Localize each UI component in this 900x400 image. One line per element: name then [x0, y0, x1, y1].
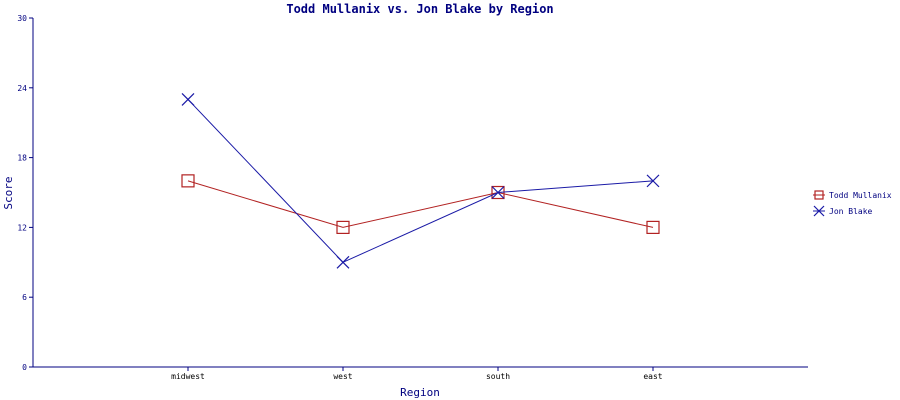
chart-title: Todd Mullanix vs. Jon Blake by Region — [286, 2, 553, 16]
data-point — [491, 186, 505, 199]
y-axis-label: Score — [2, 176, 15, 209]
legend-marker — [814, 190, 824, 200]
data-point — [336, 220, 350, 234]
x-axis-label: Region — [400, 386, 440, 399]
legend: Todd Mullanix Jon Blake — [813, 190, 892, 217]
y-tick-label: 12 — [17, 223, 27, 232]
legend-label: Todd Mullanix — [829, 191, 892, 200]
series-0 — [181, 174, 660, 234]
data-point — [181, 93, 195, 106]
series-line — [187, 180, 654, 228]
legend-item: Jon Blake — [813, 205, 873, 217]
series-1 — [181, 93, 660, 269]
y-tick-label: 18 — [17, 154, 27, 163]
series-line — [187, 99, 654, 263]
plot-area: 0 6 12 18 24 30 midwest west south east — [17, 14, 808, 381]
x-tick-label: west — [333, 372, 352, 381]
legend-marker — [813, 205, 825, 217]
x-tick-label: midwest — [171, 372, 205, 381]
legend-item: Todd Mullanix — [813, 190, 892, 200]
legend-label: Jon Blake — [829, 207, 873, 216]
data-point — [646, 174, 660, 188]
y-tick-label: 30 — [17, 14, 27, 23]
x-tick-label: south — [486, 372, 510, 381]
series-layer — [181, 93, 660, 269]
data-point — [181, 174, 195, 188]
y-tick-label: 24 — [17, 84, 27, 93]
x-axis-ticks: midwest west south east — [171, 367, 663, 381]
y-tick-label: 6 — [22, 293, 27, 302]
data-point — [646, 220, 660, 234]
y-axis-ticks: 0 6 12 18 24 30 — [17, 14, 33, 372]
x-tick-label: east — [643, 372, 662, 381]
y-tick-label: 0 — [22, 363, 27, 372]
data-point — [336, 255, 350, 269]
